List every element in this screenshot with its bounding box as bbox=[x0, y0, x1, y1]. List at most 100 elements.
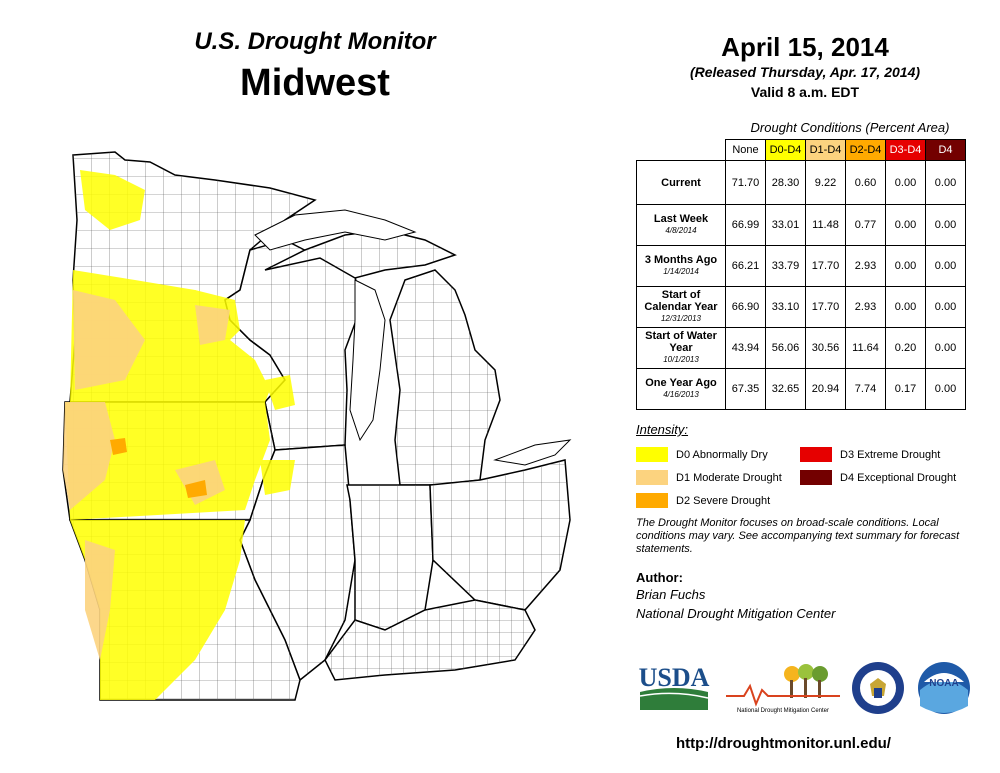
legend-swatch bbox=[636, 470, 668, 485]
d1-west-iowa bbox=[63, 402, 115, 510]
legend-label: D2 Severe Drought bbox=[676, 494, 771, 507]
table-cell: 2.93 bbox=[845, 245, 886, 287]
d0-northwest-mn bbox=[80, 170, 145, 230]
table-cell: 28.30 bbox=[765, 160, 806, 205]
table-row: One Year Ago 4/16/2013 67.35 32.65 20.94 7.74… bbox=[636, 368, 966, 410]
row-label-text: Last Week bbox=[653, 213, 709, 225]
legend-item-d0: D0 Abnormally Dry bbox=[636, 447, 768, 462]
disclaimer-note: The Drought Monitor focuses on broad-sca… bbox=[636, 517, 960, 555]
legend-swatch bbox=[636, 493, 668, 508]
row-date: 4/8/2014 bbox=[665, 226, 697, 235]
table-cell: 33.01 bbox=[765, 204, 806, 246]
table-cell: 0.77 bbox=[845, 204, 886, 246]
table-cell: 20.94 bbox=[805, 368, 846, 410]
table-cell: 0.20 bbox=[885, 327, 926, 369]
lake-michigan bbox=[349, 279, 386, 442]
row-label: Start of Calendar Year 12/31/2013 bbox=[636, 286, 726, 328]
table-row: Current 71.70 28.30 9.22 0.60 0.00 0.00 bbox=[636, 160, 966, 205]
row-date: 12/31/2013 bbox=[660, 314, 702, 323]
column-header: D4 bbox=[925, 139, 966, 161]
row-label-text: Start of Calendar Year bbox=[644, 289, 718, 313]
table-cell: 33.10 bbox=[765, 286, 806, 328]
table-cell: 71.70 bbox=[725, 160, 766, 205]
svg-text:National Drought Mitigation Ce: National Drought Mitigation Center bbox=[737, 708, 829, 714]
table-cell: 0.00 bbox=[925, 204, 966, 246]
release-date: (Released Thursday, Apr. 17, 2014) bbox=[689, 64, 921, 80]
table-cell: 9.22 bbox=[805, 160, 846, 205]
table-cell: 0.00 bbox=[885, 160, 926, 205]
table-cell: 0.17 bbox=[885, 368, 926, 410]
d1-missouri-west bbox=[85, 540, 115, 660]
legend-item-d4: D4 Exceptional Drought bbox=[800, 470, 956, 485]
row-date: 4/16/2013 bbox=[663, 390, 699, 399]
table-cell: 0.00 bbox=[925, 160, 966, 205]
svg-text:USDA: USDA bbox=[639, 663, 710, 692]
table-cell: 0.00 bbox=[925, 327, 966, 369]
legend-swatch bbox=[800, 447, 832, 462]
table-row: Start of Water Year 10/1/2013 43.94 56.06 30… bbox=[636, 327, 966, 369]
legend-label: D3 Extreme Drought bbox=[840, 448, 941, 461]
table-cell: 67.35 bbox=[725, 368, 766, 410]
table-cell: 17.70 bbox=[805, 245, 846, 287]
row-date: 1/14/2014 bbox=[663, 267, 699, 276]
table-cell: 0.00 bbox=[885, 286, 926, 328]
table-cell: 43.94 bbox=[725, 327, 766, 369]
row-label: Current bbox=[636, 160, 726, 205]
row-label: 3 Months Ago 1/14/2014 bbox=[636, 245, 726, 287]
table-cell: 66.21 bbox=[725, 245, 766, 287]
table-cell: 56.06 bbox=[765, 327, 806, 369]
d0-illinois-nw bbox=[260, 460, 295, 495]
map-date: April 15, 2014 bbox=[721, 32, 889, 62]
d2-iowa-central bbox=[185, 480, 207, 498]
map-title-sub: U.S. Drought Monitor bbox=[194, 28, 436, 55]
table-cell: 0.00 bbox=[925, 368, 966, 410]
table-cell: 0.00 bbox=[885, 204, 926, 246]
table-cell: 11.48 bbox=[805, 204, 846, 246]
table-header-row: None D0-D4 D1-D4 D2-D4 D3-D4 D4 bbox=[637, 139, 966, 161]
column-header: D3-D4 bbox=[885, 139, 926, 161]
author-name: Brian Fuchs bbox=[636, 587, 706, 602]
table-row: 3 Months Ago 1/14/2014 66.21 33.79 17.70 2.93… bbox=[636, 245, 966, 287]
legend-swatch bbox=[800, 470, 832, 485]
legend-item-d3: D3 Extreme Drought bbox=[800, 447, 940, 462]
d1-west-mn bbox=[73, 290, 145, 390]
table-cell: 33.79 bbox=[765, 245, 806, 287]
row-label: One Year Ago 4/16/2013 bbox=[636, 368, 726, 410]
author-label: Author: bbox=[636, 570, 683, 585]
table-cell: 0.00 bbox=[925, 245, 966, 287]
column-header: None bbox=[725, 139, 766, 161]
table-caption: Drought Conditions (Percent Area) bbox=[750, 120, 950, 135]
legend-label: D1 Moderate Drought bbox=[676, 471, 782, 484]
table-cell: 32.65 bbox=[765, 368, 806, 410]
column-header: D0-D4 bbox=[765, 139, 806, 161]
table-cell: 66.90 bbox=[725, 286, 766, 328]
row-label: Start of Water Year 10/1/2013 bbox=[636, 327, 726, 369]
table-cell: 11.64 bbox=[845, 327, 886, 369]
table-row: Last Week 4/8/2014 66.99 33.01 11.48 0.77 0.00… bbox=[636, 204, 966, 246]
table-row: Start of Calendar Year 12/31/2013 66.90 33.… bbox=[636, 286, 966, 328]
legend-swatch bbox=[636, 447, 668, 462]
legend-label: D0 Abnormally Dry bbox=[676, 448, 768, 461]
lake-erie bbox=[493, 439, 572, 466]
row-label-text: Current bbox=[661, 176, 701, 189]
legend-title: Intensity: bbox=[636, 422, 689, 437]
map-title-region: Midwest bbox=[240, 62, 390, 104]
row-label-text: 3 Months Ago bbox=[644, 254, 718, 266]
ndmc-logo: National Drought Mitigation Center bbox=[724, 660, 842, 716]
column-header: D2-D4 bbox=[845, 139, 886, 161]
table-cell: 17.70 bbox=[805, 286, 846, 328]
table-cell: 0.00 bbox=[885, 245, 926, 287]
svg-text:NOAA: NOAA bbox=[929, 678, 958, 689]
lake-superior bbox=[254, 209, 417, 251]
table-cell: 2.93 bbox=[845, 286, 886, 328]
monitor-url[interactable]: http://droughtmonitor.unl.edu/ bbox=[676, 735, 891, 752]
table-cell: 0.60 bbox=[845, 160, 886, 205]
legend-label: D4 Exceptional Drought bbox=[840, 471, 957, 484]
department-of-commerce-seal-icon bbox=[850, 660, 906, 716]
row-label: Last Week 4/8/2014 bbox=[636, 204, 726, 246]
midwest-drought-map bbox=[62, 151, 572, 701]
legend-item-d2: D2 Severe Drought bbox=[636, 493, 770, 508]
row-label-text: One Year Ago bbox=[645, 377, 717, 389]
row-label-text: Start of Water Year bbox=[645, 330, 717, 354]
noaa-logo: NOAA bbox=[916, 660, 972, 716]
